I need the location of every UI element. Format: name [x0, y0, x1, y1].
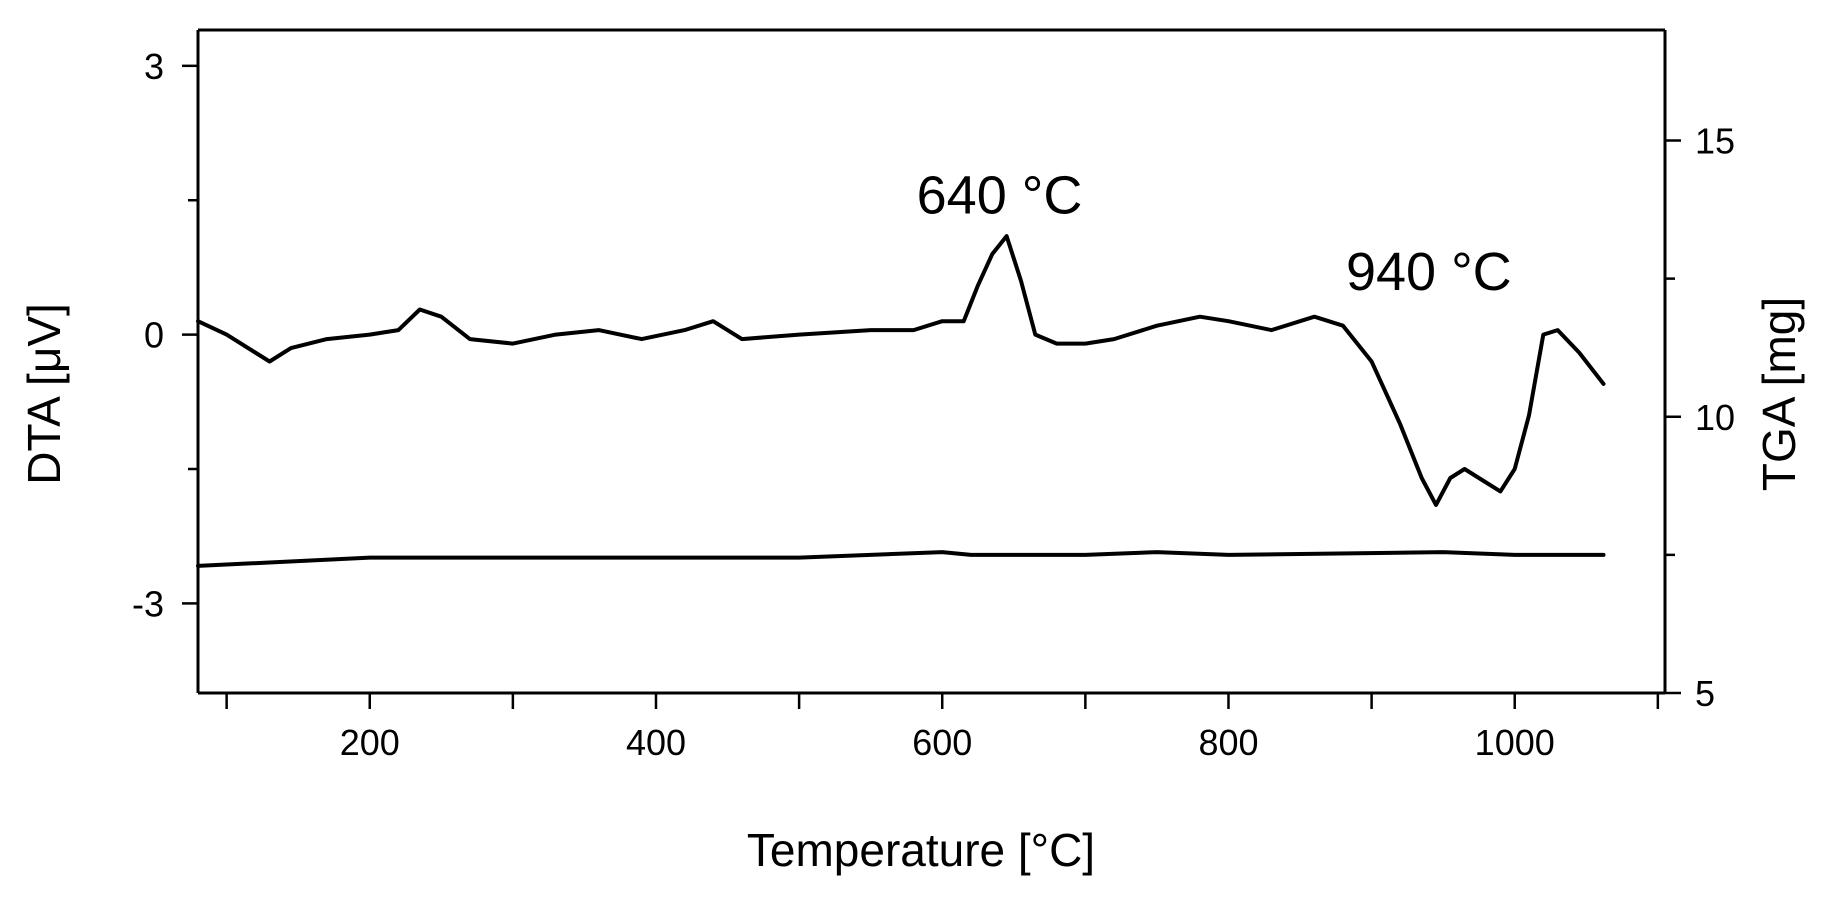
x-tick-label: 400	[626, 722, 686, 763]
peak-annotation: 640 °C	[917, 166, 1083, 226]
y-left-tick-labels: 3 0 -3	[132, 46, 164, 625]
plot-frame	[196, 28, 1667, 695]
tick-marks	[182, 64, 1681, 709]
y-right-axis-title: TGA [mg]	[1753, 297, 1805, 491]
y-left-tick-label: -3	[132, 583, 164, 624]
y-left-axis-title: DTA [μV]	[18, 303, 70, 485]
dta-series-line	[196, 234, 1606, 507]
x-tick-label: 600	[912, 722, 972, 763]
x-axis-title: Temperature [°C]	[747, 824, 1095, 876]
y-right-tick-label: 15	[1695, 121, 1735, 162]
annotations: 640 °C 940 °C	[917, 166, 1512, 302]
y-right-tick-label: 10	[1695, 397, 1735, 438]
y-right-tick-label: 5	[1695, 673, 1715, 714]
x-tick-label: 200	[340, 722, 400, 763]
x-tick-label: 800	[1198, 722, 1258, 763]
y-left-tick-label: 0	[144, 315, 164, 356]
y-right-tick-labels: 15 10 5	[1695, 121, 1735, 715]
tga-series-line	[196, 550, 1606, 568]
series-layer	[196, 234, 1606, 568]
x-tick-label: 1000	[1475, 722, 1555, 763]
y-left-tick-label: 3	[144, 46, 164, 87]
x-tick-labels: 200 400 600 800 1000	[340, 722, 1555, 763]
peak-annotation: 940 °C	[1346, 242, 1512, 302]
